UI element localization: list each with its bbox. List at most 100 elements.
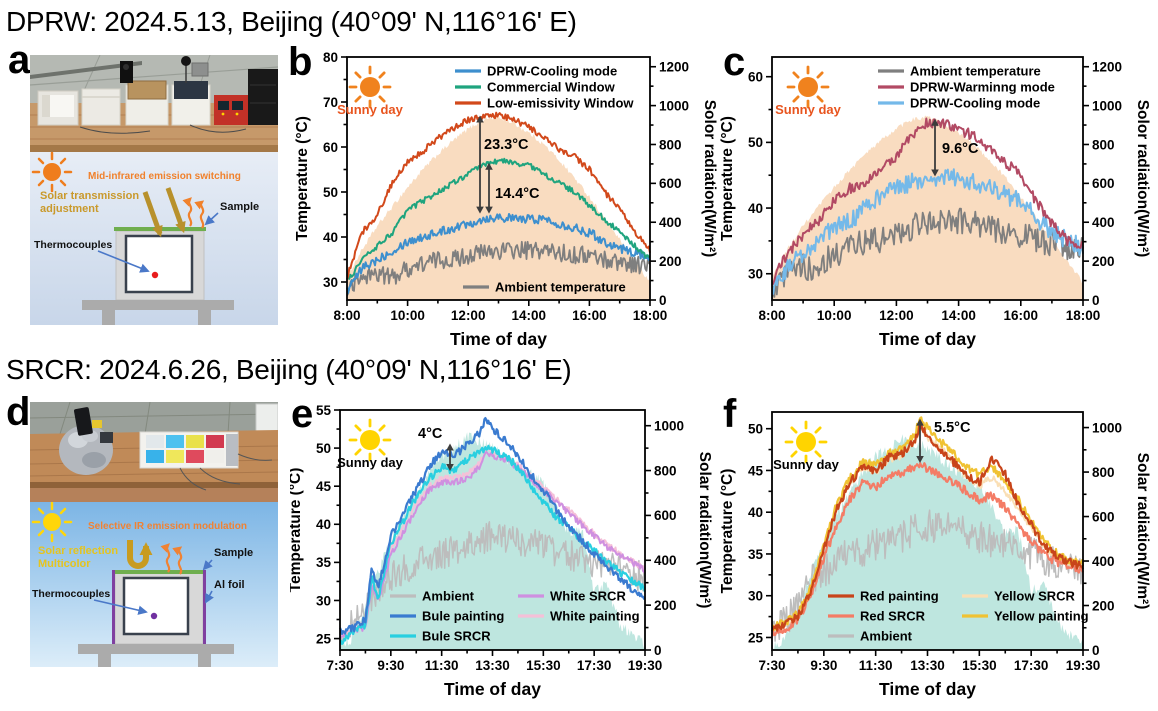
x-tick-label: 11:30 (859, 658, 893, 673)
chart-panel-b: 8:00 10:00 12:00 14:00 16:00 18:00 30 40 50 60 70 8… (294, 50, 718, 349)
y-right-tick-label: 800 (659, 137, 682, 152)
ir-emission-wave (172, 546, 183, 575)
legend-label: Commercial Window (487, 80, 616, 95)
x-tick-label: 13:30 (910, 658, 945, 673)
sun-ray (790, 426, 798, 434)
wire (199, 467, 241, 485)
delta-annotation-label: 9.6°C (942, 141, 979, 157)
thermocouple-pointer-arrow (93, 599, 148, 615)
y-left-tick-label: 30 (316, 593, 331, 608)
solar-radiation-area (772, 115, 1083, 300)
y-axis-left-title: Temperature (°C) (720, 116, 736, 241)
y-axis-right-title: Solor radiation(W/m²) (701, 100, 718, 258)
wire (237, 453, 273, 461)
y-left-tick-label: 25 (316, 631, 332, 646)
x-tick-label: 18:00 (1066, 308, 1101, 323)
phone-device (73, 407, 93, 436)
x-tick-label: 16:00 (1004, 308, 1039, 323)
chart-panel-e: 7:30 9:30 11:30 13:30 15:30 17:30 19:30 25 30 35 4… (290, 403, 713, 699)
sun-ray (354, 424, 362, 432)
ir-emission-wave (194, 200, 205, 229)
arrowhead-down (476, 206, 484, 214)
panel-letter-b: b (288, 40, 313, 84)
y-right-tick-label: 1200 (659, 60, 689, 75)
y-left-tick-label: 30 (748, 267, 763, 282)
y-left-tick-label: 40 (748, 201, 763, 216)
y-right-tick-label: 1000 (1092, 420, 1122, 435)
sun-icon (360, 77, 380, 97)
y-left-tick-label: 30 (748, 589, 763, 604)
x-tick-label: 8:00 (333, 308, 360, 323)
x-tick-label: 12:00 (879, 308, 914, 323)
legend-label: DPRW-Cooling mode (487, 64, 617, 79)
x-tick-label: 9:30 (377, 658, 404, 673)
sample-label: Sample (214, 547, 253, 559)
series-dprw-cooling-mode (771, 168, 1084, 296)
y-right-tick-label: 600 (654, 508, 677, 523)
y-left-tick-label: 50 (748, 422, 763, 437)
plot-area (771, 115, 1084, 301)
sun-ray (792, 95, 800, 103)
solar-reflection-label: Solar reflection (38, 545, 118, 557)
x-tick-label: 7:30 (326, 658, 353, 673)
legend-label: Red SRCR (860, 609, 926, 624)
arrowhead-up (476, 115, 484, 123)
legend-label: DPRW-Warminng mode (910, 80, 1055, 95)
al-foil-edge (112, 570, 115, 644)
x-tick-label: 11:30 (425, 658, 459, 673)
legend-label: White SRCR (550, 589, 626, 604)
adjustment-label: adjustment (40, 203, 99, 215)
foil-end (226, 434, 238, 466)
legend-label: White painting (550, 609, 640, 624)
x-tick-label: 10:00 (390, 308, 425, 323)
chart-panel-f: 7:30 9:30 11:30 13:30 15:30 17:30 19:30 25 30 35 4… (720, 411, 1151, 699)
al-foil-label: Al foil (214, 579, 245, 591)
solar-radiation-area (340, 432, 645, 650)
y-right-tick-label: 400 (659, 215, 682, 230)
y-left-tick-label: 60 (748, 70, 763, 85)
y-right-tick-label: 0 (1092, 293, 1100, 308)
srcr-section-title: SRCR: 2024.6.26, Beijing (40°09' N,116°1… (6, 354, 572, 385)
railing (30, 61, 142, 79)
thermocouples-label: Thermocouples (34, 239, 112, 251)
y-left-tick-label: 55 (316, 403, 332, 418)
sun-ray (354, 95, 362, 103)
ir-emission-wave (160, 543, 171, 573)
series-dprw-cooling-mode (346, 213, 651, 294)
y-left-tick-label: 25 (748, 630, 764, 645)
y-right-tick-label: 800 (1092, 137, 1115, 152)
camera-on-tripod (120, 61, 133, 83)
y-right-tick-label: 0 (1092, 643, 1100, 658)
series-bule-srcr (339, 444, 646, 645)
y-right-tick-label: 400 (1092, 554, 1115, 569)
sample-film (114, 570, 204, 574)
arrowhead-up (485, 162, 493, 170)
y-left-tick-label: 40 (748, 505, 763, 520)
plot-area (339, 417, 646, 650)
y-left-tick-label: 40 (323, 230, 338, 245)
x-tick-label: 8:00 (758, 308, 785, 323)
legend-label: Yellow painting (994, 609, 1089, 624)
series-commercial-window (346, 157, 651, 280)
sample-label: Sample (220, 201, 259, 213)
series-red-srcr (771, 462, 1084, 638)
x-tick-label: 17:30 (577, 658, 612, 673)
x-tick-label: 19:30 (1066, 658, 1101, 673)
y-left-tick-label: 50 (748, 135, 763, 150)
sun-ray (790, 450, 798, 458)
x-tick-label: 9:30 (810, 658, 837, 673)
sun-ray (816, 95, 824, 103)
dprw-section-title: DPRW: 2024.5.13, Beijing (40°09' N,116°1… (6, 6, 577, 37)
sun-ray (354, 71, 362, 79)
panel-letter-c: c (723, 40, 746, 84)
arrowhead-down (485, 206, 493, 214)
panel-letter-a: a (8, 38, 31, 82)
arrowhead-down (916, 455, 924, 463)
delta-annotation-label: 14.4°C (495, 186, 540, 202)
sample-pointer-arrow (202, 559, 213, 571)
al-foil-edge (203, 570, 206, 644)
wire (79, 126, 151, 134)
x-axis-title: Time of day (879, 329, 976, 349)
legend-label: Ambient temperature (495, 280, 626, 295)
arrowhead-up (916, 418, 924, 426)
